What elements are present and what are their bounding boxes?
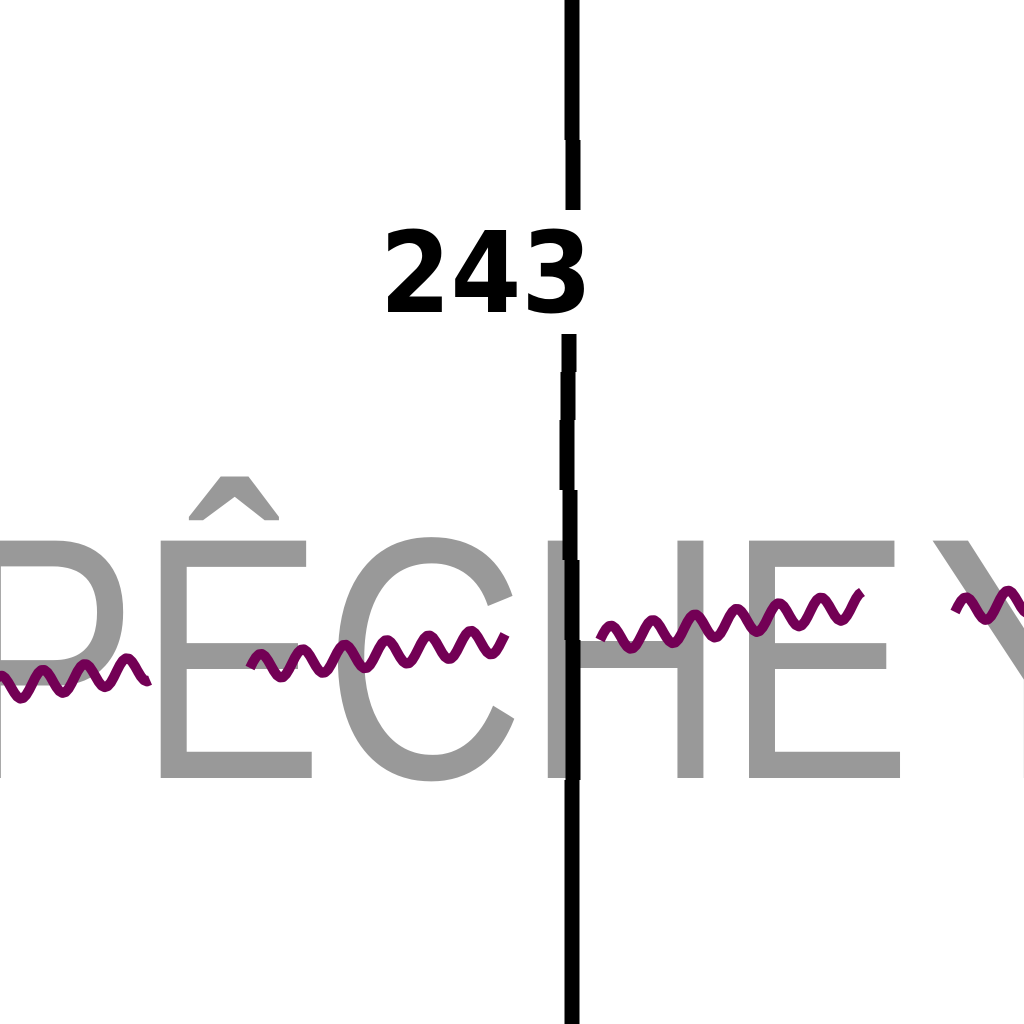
zone-label-trailing: Y xyxy=(925,467,1024,852)
boundary-number: 243 xyxy=(380,209,592,339)
limit-line-segment xyxy=(950,585,1024,625)
limit-line-segment xyxy=(595,587,865,654)
boundary-line-upper xyxy=(564,0,581,210)
boundary-line-lower xyxy=(559,334,581,1024)
limit-line-segment xyxy=(245,625,510,683)
limit-line xyxy=(0,585,1024,704)
limit-line-segment xyxy=(0,653,152,704)
